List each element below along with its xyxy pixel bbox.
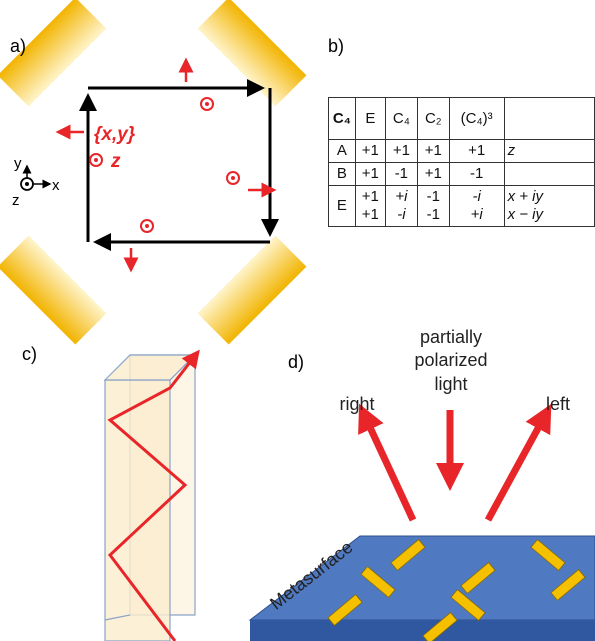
table-row: A +1 +1 +1 +1 z [328, 139, 595, 163]
square [79, 79, 279, 251]
cell-line: +i [470, 206, 483, 223]
header-cell: (C₄)³ [448, 97, 505, 140]
cell-line: x + iy [507, 188, 543, 205]
header-cell: C₂ [416, 97, 450, 140]
gold-bars [0, 0, 307, 345]
table-cell: A [328, 139, 356, 163]
table-cell: +i -i [384, 185, 418, 227]
table-cell: -1 -1 [416, 185, 450, 227]
table-cell: -1 [384, 162, 418, 186]
header-cell: C₄ [384, 97, 418, 140]
panel-label: d) [288, 352, 304, 372]
panel-label: b) [328, 36, 344, 56]
cell-line: +i [395, 188, 408, 205]
header-cell: E [354, 97, 386, 140]
table-cell: +1 [416, 162, 450, 186]
table-cell: +1 [416, 139, 450, 163]
cell-line: -1 [426, 206, 440, 223]
mode-arrows [55, 57, 277, 273]
axis-label: y [14, 155, 22, 172]
character-table: C₄ E C₄ C₂ (C₄)³ A +1 +1 +1 +1 z B +1 -1 +1 -1 E +1 +1 +i -i… [328, 97, 595, 227]
prism [103, 354, 197, 641]
header-cell [503, 97, 595, 140]
light-arrows [358, 403, 552, 522]
cell-line: x − iy [507, 206, 543, 223]
table-cell: +1 +1 [354, 185, 386, 227]
table-cell [503, 162, 595, 186]
table-cell: z [503, 139, 595, 163]
light-label: polarized [414, 350, 487, 370]
z-symbols [89, 97, 240, 233]
table-cell: +1 [448, 139, 505, 163]
cell-line: +1 [361, 188, 379, 205]
table-cell: +1 [354, 162, 386, 186]
right-label: right [339, 394, 374, 414]
table-cell: -1 [448, 162, 505, 186]
table-cell: x + iy x − iy [503, 185, 595, 227]
left-label: left [546, 394, 570, 414]
table-cell: +1 [384, 139, 418, 163]
table-cell: E [328, 185, 356, 227]
table-row: E +1 +1 +i -i -1 -1 -i +i x + iy x − iy [328, 185, 595, 227]
helix [107, 349, 200, 641]
panel-label: a) [10, 36, 26, 56]
table-cell: B [328, 162, 356, 186]
slab [248, 535, 595, 641]
table-row: B +1 -1 +1 -1 [328, 162, 595, 186]
table-cell: -i +i [448, 185, 505, 227]
header-row: C₄ E C₄ C₂ (C₄)³ [328, 97, 595, 140]
cell-line: -i [472, 188, 481, 205]
mode-label: z [110, 151, 121, 172]
mode-label: {x,y} [94, 124, 136, 145]
light-label: light [434, 374, 467, 394]
cell-line: +1 [361, 206, 379, 223]
header-cell: C₄ [328, 97, 356, 140]
axis-label: x [52, 177, 60, 194]
antennas [327, 539, 586, 641]
axis-label: z [12, 192, 20, 209]
panel-label: c) [22, 344, 37, 364]
table-cell: +1 [354, 139, 386, 163]
axes-icon [20, 164, 52, 191]
cell-line: -i [397, 206, 406, 223]
light-label: partially [420, 327, 482, 347]
cell-line: -1 [426, 188, 440, 205]
